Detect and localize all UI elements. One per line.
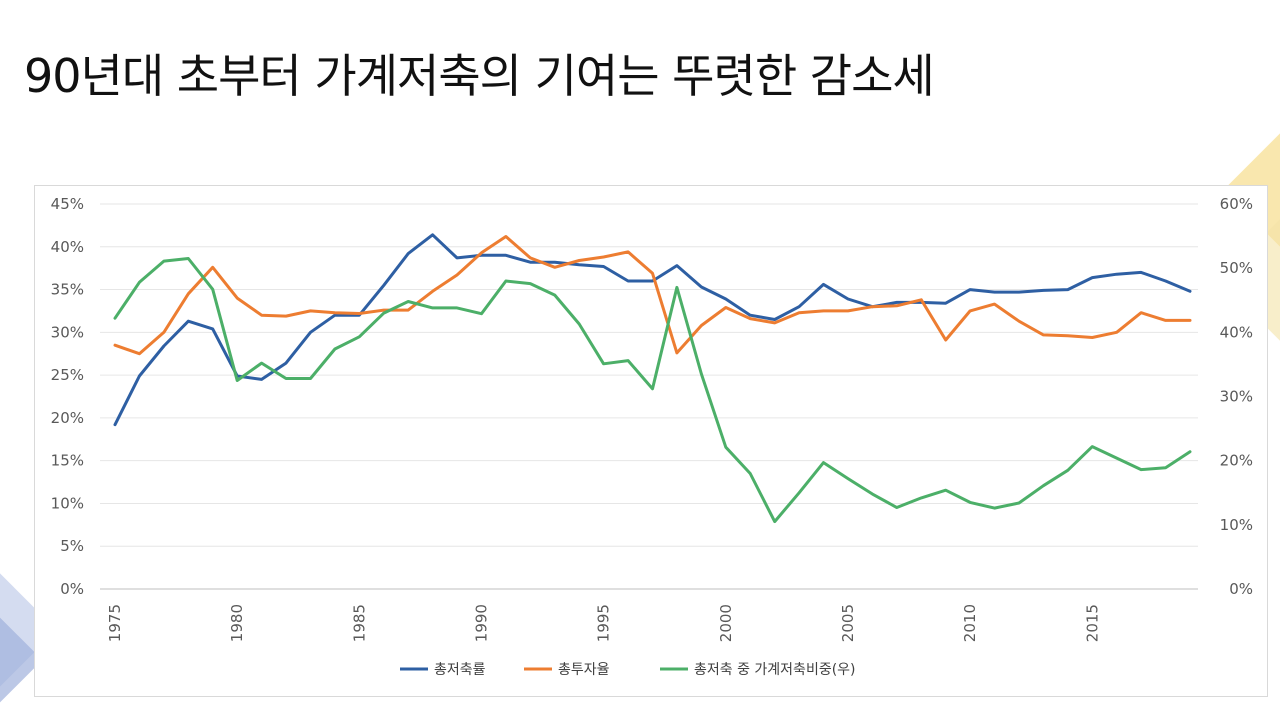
right-axis-ticks: 0% 10% 20% 30% 40% 50% 60% (1220, 195, 1253, 598)
right-tick-label: 40% (1220, 323, 1253, 341)
legend-label-1: 총투자율 (558, 662, 610, 678)
x-axis-ticks: 1975 1980 1985 1990 1995 2000 2005 2010 2015 (106, 604, 1101, 642)
left-axis-ticks: 0% 5% 10% 15% 20% 25% 30% 35% 40% 45% (51, 195, 84, 598)
series-line-1 (113, 235, 1192, 356)
left-tick-label: 5% (60, 537, 84, 555)
x-tick-label: 2015 (1083, 604, 1101, 642)
x-tick-label: 2000 (717, 604, 735, 642)
gridlines (100, 203, 1198, 590)
right-tick-label: 0% (1229, 580, 1253, 598)
series-line-0 (113, 233, 1192, 427)
series-lines (113, 233, 1192, 524)
left-tick-label: 0% (60, 580, 84, 598)
left-tick-label: 35% (51, 281, 84, 299)
series-line-2 (113, 257, 1192, 524)
x-tick-label: 1980 (228, 604, 246, 642)
x-tick-label: 1985 (350, 604, 368, 642)
left-tick-label: 30% (51, 323, 84, 341)
right-tick-label: 60% (1220, 195, 1253, 213)
left-tick-label: 20% (51, 409, 84, 427)
left-tick-label: 15% (51, 452, 84, 470)
legend-label-0: 총저축률 (434, 662, 486, 678)
left-tick-label: 40% (51, 238, 84, 256)
slide-title: 90년대 초부터 가계저축의 기여는 뚜렷한 감소세 (24, 49, 935, 103)
right-tick-label: 30% (1220, 388, 1253, 406)
right-tick-label: 10% (1220, 516, 1253, 534)
legend-label-2: 총저축 중 가계저축비중(우) (694, 662, 856, 678)
legend: 총저축률 총투자율 총저축 중 가계저축비중(우) (400, 662, 856, 678)
x-tick-label: 2005 (839, 604, 857, 642)
x-tick-label: 1995 (595, 604, 613, 642)
x-tick-label: 2010 (961, 604, 979, 642)
left-tick-label: 45% (51, 195, 84, 213)
left-tick-label: 10% (51, 494, 84, 512)
left-tick-label: 25% (51, 366, 84, 384)
x-tick-label: 1990 (472, 604, 490, 642)
right-tick-label: 50% (1220, 259, 1253, 277)
x-tick-label: 1975 (106, 604, 124, 642)
right-tick-label: 20% (1220, 452, 1253, 470)
